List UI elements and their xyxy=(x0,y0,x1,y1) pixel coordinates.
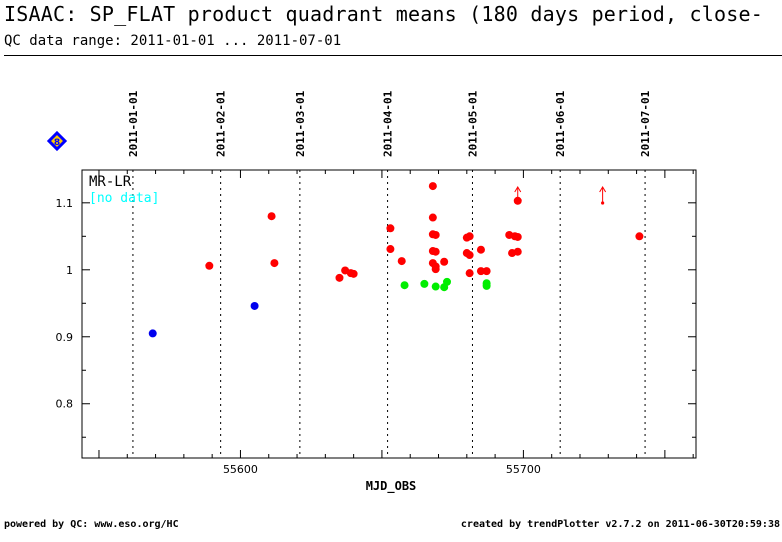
data-point-red xyxy=(440,257,449,266)
y-tick-label: 1 xyxy=(66,264,73,277)
offscale-arrow-icon xyxy=(514,186,522,205)
y-tick-label: 0.8 xyxy=(56,398,74,411)
data-point-red xyxy=(335,273,344,282)
date-marker-label: 2011-01-01 xyxy=(127,90,140,157)
data-point-blue xyxy=(250,301,259,310)
plot-frame xyxy=(81,169,697,459)
data-point-red xyxy=(349,269,358,278)
data-point-red xyxy=(428,213,437,222)
offscale-arrow-head xyxy=(514,186,522,193)
offscale-arrow-head xyxy=(599,186,607,193)
badge-icon: 8 xyxy=(46,130,68,152)
data-point-red xyxy=(205,261,214,270)
panel-label: MR-LR xyxy=(89,174,132,190)
data-point-green xyxy=(431,282,440,291)
data-point-red xyxy=(635,232,644,241)
data-point-red xyxy=(386,245,395,254)
offscale-arrow-icon xyxy=(599,186,607,205)
date-marker-layer: 2011-01-01 2011-02-01 2011-03-01 2011-04-01… xyxy=(127,90,652,458)
data-point-red xyxy=(513,232,522,241)
data-point-red xyxy=(386,224,395,233)
data-point-red xyxy=(431,265,440,274)
footer-powered-by: powered by QC: www.eso.org/HC xyxy=(4,519,179,530)
x-tick-label: 55700 xyxy=(506,463,541,476)
data-point-red xyxy=(465,232,474,241)
offscale-arrow-base xyxy=(601,201,605,205)
data-point-red xyxy=(270,259,279,268)
x-tick-label: 55600 xyxy=(223,463,258,476)
y-tick-label: 0.9 xyxy=(56,331,74,344)
data-point-red xyxy=(431,247,440,256)
title-divider xyxy=(4,55,782,56)
data-point-layer xyxy=(148,182,644,338)
date-marker-label: 2011-04-01 xyxy=(382,90,395,157)
data-point-red xyxy=(431,230,440,239)
chart-subtitle: QC data range: 2011-01-01 ... 2011-07-01 xyxy=(4,33,342,49)
data-point-red xyxy=(428,182,437,191)
data-point-red xyxy=(465,269,474,278)
data-point-green xyxy=(400,281,409,290)
footer-created-by: created by trendPlotter v2.7.2 on 2011-0… xyxy=(460,519,780,530)
date-marker-label: 2011-02-01 xyxy=(215,90,228,157)
data-point-red xyxy=(476,245,485,254)
panel-note: [no data] xyxy=(89,191,159,206)
data-point-red xyxy=(267,212,276,221)
y-tick-label: 1.1 xyxy=(56,197,74,210)
axis-tick-layer: 0.8 0.9 1 1.1 55600 55700 xyxy=(56,170,696,476)
data-point-blue xyxy=(148,329,157,338)
data-point-red xyxy=(465,251,474,260)
data-point-green xyxy=(420,279,429,288)
chart-title: ISAAC: SP_FLAT product quadrant means (1… xyxy=(4,2,763,26)
data-point-red xyxy=(482,267,491,276)
badge-label: 8 xyxy=(54,138,60,148)
data-point-red xyxy=(476,267,485,276)
data-point-green xyxy=(443,277,452,286)
data-point-red xyxy=(513,247,522,256)
date-marker-label: 2011-07-01 xyxy=(639,90,652,157)
x-axis-label: MJD_OBS xyxy=(366,479,417,494)
offscale-arrow-base xyxy=(516,201,520,205)
data-point-red xyxy=(397,257,406,266)
date-marker-label: 2011-05-01 xyxy=(466,90,479,157)
data-point-green xyxy=(482,281,491,290)
date-marker-label: 2011-03-01 xyxy=(294,90,307,157)
date-marker-label: 2011-06-01 xyxy=(554,90,567,157)
